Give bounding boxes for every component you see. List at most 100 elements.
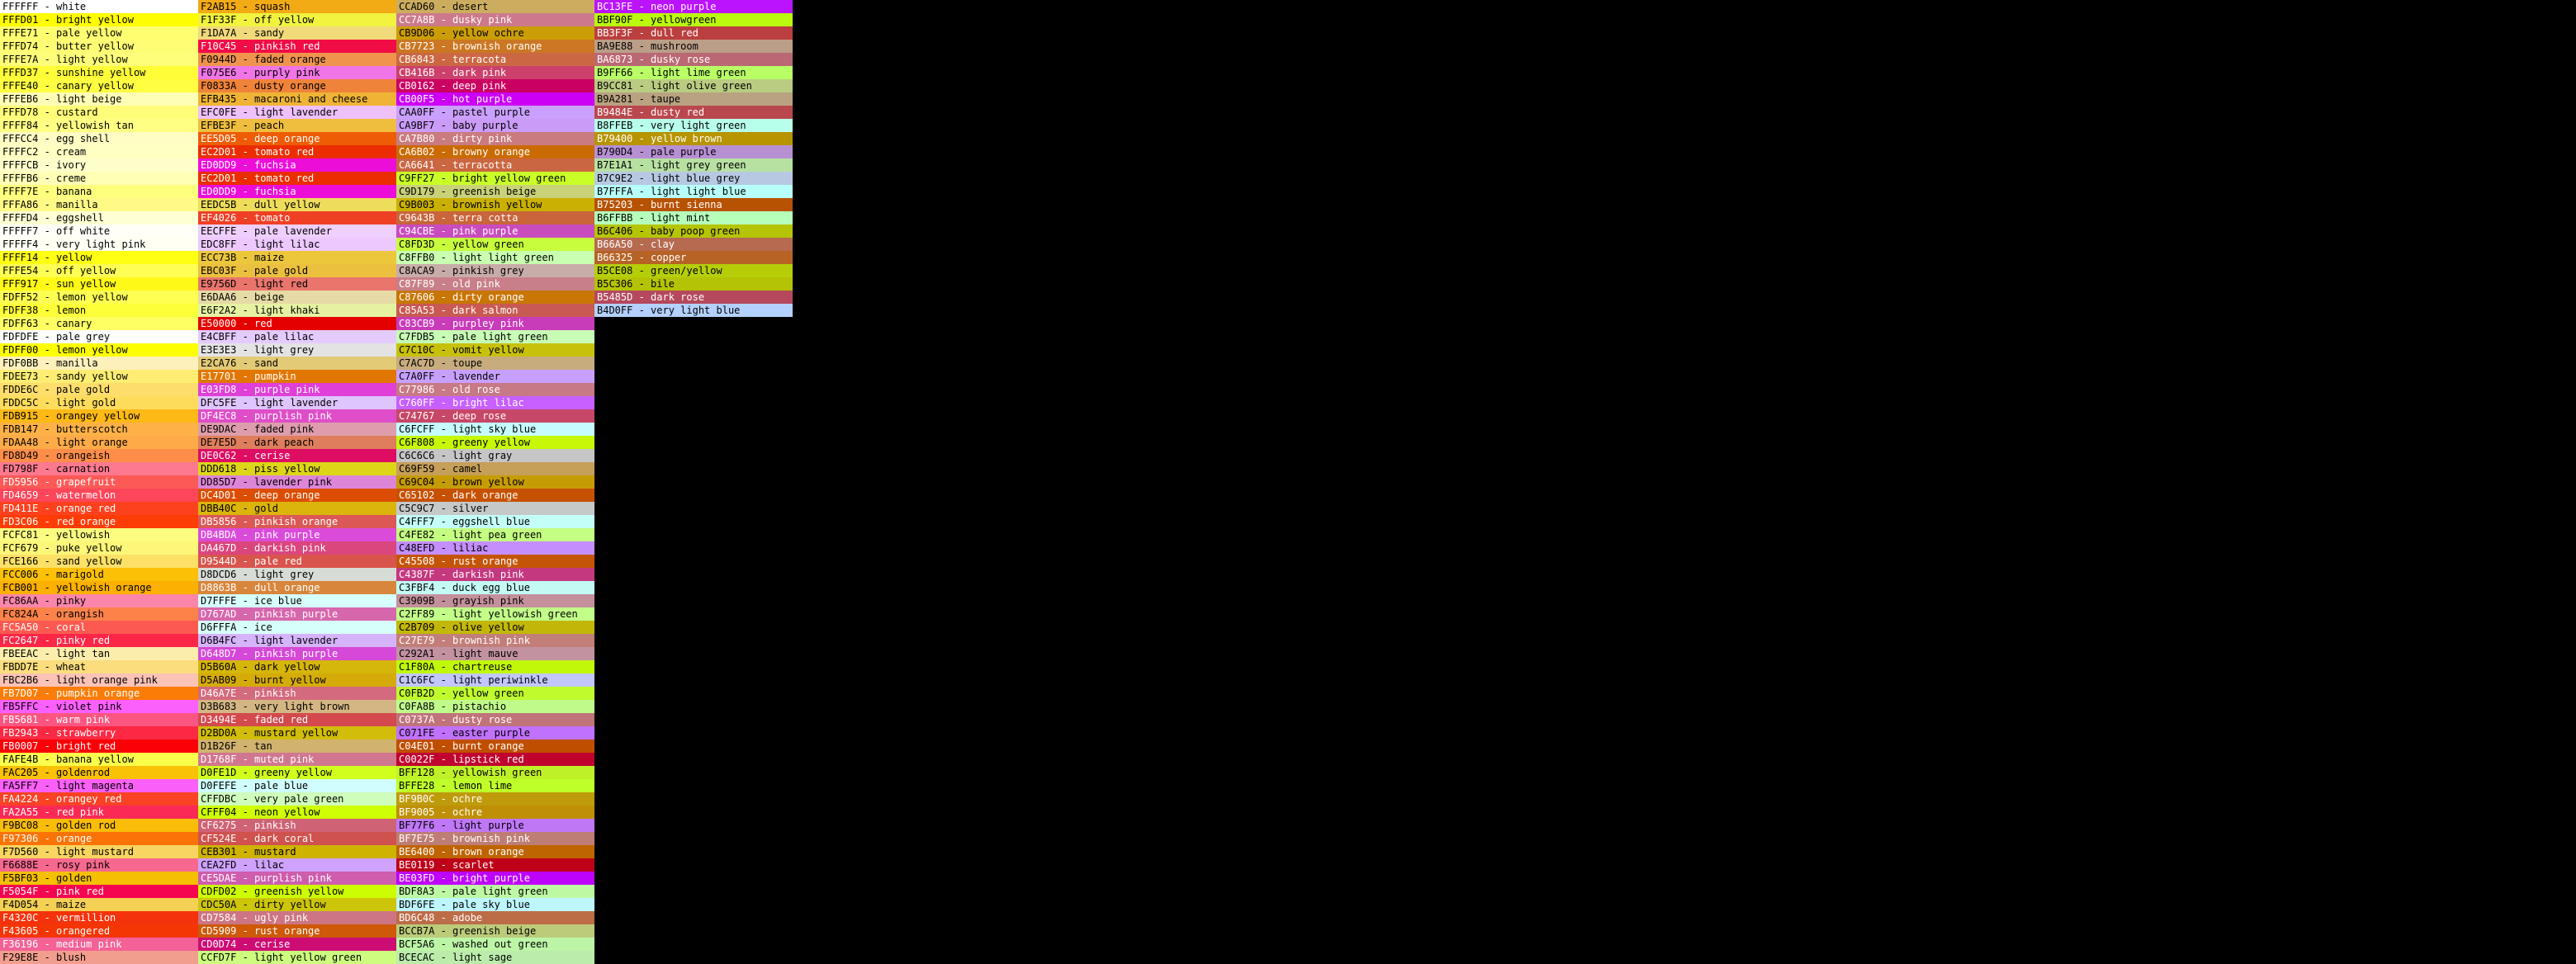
color-swatch: DE0C62 - cerise bbox=[198, 449, 396, 462]
color-swatch: FFFFCB - ivory bbox=[0, 158, 198, 172]
color-swatch: FDFF63 - canary bbox=[0, 317, 198, 330]
color-swatch: C0737A - dusty rose bbox=[396, 713, 594, 726]
color-swatch: FD3C06 - red orange bbox=[0, 515, 198, 528]
color-swatch: EDC8FF - light lilac bbox=[198, 238, 396, 251]
color-swatch: F43605 - orangered bbox=[0, 924, 198, 938]
color-swatch: B7C9E2 - light blue grey bbox=[594, 172, 793, 185]
color-swatch: F075E6 - purply pink bbox=[198, 66, 396, 79]
color-swatch: C9D179 - greenish beige bbox=[396, 185, 594, 198]
color-swatch: D5AB09 - burnt yellow bbox=[198, 673, 396, 687]
color-swatch: E6DAA6 - beige bbox=[198, 291, 396, 304]
color-swatch: E17701 - pumpkin bbox=[198, 370, 396, 383]
color-swatch: C7C10C - vomit yellow bbox=[396, 343, 594, 357]
color-swatch: BCCB7A - greenish beige bbox=[396, 924, 594, 938]
color-swatch: C6F808 - greeny yellow bbox=[396, 436, 594, 449]
color-swatch: FFFE71 - pale yellow bbox=[0, 26, 198, 40]
color-swatch: FDAA48 - light orange bbox=[0, 436, 198, 449]
color-swatch: B9A281 - taupe bbox=[594, 92, 793, 106]
color-swatch: CB7723 - brownish orange bbox=[396, 40, 594, 53]
color-swatch: EFBE3F - peach bbox=[198, 119, 396, 132]
color-swatch: F10C45 - pinkish red bbox=[198, 40, 396, 53]
color-swatch: C74767 - deep rose bbox=[396, 409, 594, 423]
color-swatch: EC2D01 - tomato red bbox=[198, 145, 396, 158]
color-swatch: FC2647 - pinky red bbox=[0, 634, 198, 647]
color-swatch: EFC0FE - light lavender bbox=[198, 106, 396, 119]
color-swatch: C4387F - darkish pink bbox=[396, 568, 594, 581]
color-swatch: FAFE4B - banana yellow bbox=[0, 753, 198, 766]
color-swatch: CA9BF7 - baby purple bbox=[396, 119, 594, 132]
color-swatch: C2B709 - olive yellow bbox=[396, 621, 594, 634]
color-swatch: DB5856 - pinkish orange bbox=[198, 515, 396, 528]
color-swatch: C292A1 - light mauve bbox=[396, 647, 594, 660]
color-swatch: CF6275 - pinkish bbox=[198, 819, 396, 832]
color-swatch: B79400 - yellow brown bbox=[594, 132, 793, 145]
color-swatch: EBC03F - pale gold bbox=[198, 264, 396, 277]
color-swatch: C9B003 - brownish yellow bbox=[396, 198, 594, 211]
color-swatch: CCFD7F - light yellow green bbox=[198, 951, 396, 964]
color-swatch: FCE166 - sand yellow bbox=[0, 555, 198, 568]
color-swatch: F9BC08 - golden rod bbox=[0, 819, 198, 832]
color-swatch: CFFDBC - very pale green bbox=[198, 792, 396, 806]
color-swatch: FFFCC4 - egg shell bbox=[0, 132, 198, 145]
color-swatch: C7A0FF - lavender bbox=[396, 370, 594, 383]
color-swatch: F2AB15 - squash bbox=[198, 0, 396, 13]
color-swatch: C69F59 - camel bbox=[396, 462, 594, 475]
color-swatch: BA9E88 - mushroom bbox=[594, 40, 793, 53]
color-swatch: C94CBE - pink purple bbox=[396, 224, 594, 238]
color-swatch: FBEEAC - light tan bbox=[0, 647, 198, 660]
color-swatch: C5C9C7 - silver bbox=[396, 502, 594, 515]
color-swatch: D46A7E - pinkish bbox=[198, 687, 396, 700]
color-swatch: C0FB2D - yellow green bbox=[396, 687, 594, 700]
color-swatch: FA2A55 - red pink bbox=[0, 806, 198, 819]
color-swatch: FA5FF7 - light magenta bbox=[0, 779, 198, 792]
color-swatch: D767AD - pinkish purple bbox=[198, 607, 396, 621]
color-swatch: DE7E5D - dark peach bbox=[198, 436, 396, 449]
color-swatch: C4FFF7 - eggshell blue bbox=[396, 515, 594, 528]
color-swatch: FC86AA - pinky bbox=[0, 594, 198, 607]
color-swatch: BBF90F - yellowgreen bbox=[594, 13, 793, 26]
color-swatch: E2CA76 - sand bbox=[198, 357, 396, 370]
color-swatch: C87606 - dirty orange bbox=[396, 291, 594, 304]
color-swatch: DA467D - darkish pink bbox=[198, 541, 396, 555]
color-swatch: D9544D - pale red bbox=[198, 555, 396, 568]
color-swatch: C1C6FC - light periwinkle bbox=[396, 673, 594, 687]
color-swatch: F5054F - pink red bbox=[0, 885, 198, 898]
color-swatch: C7FDB5 - pale light green bbox=[396, 330, 594, 343]
color-swatch: FD798F - carnation bbox=[0, 462, 198, 475]
color-swatch: B66A50 - clay bbox=[594, 238, 793, 251]
color-swatch: EFB435 - macaroni and cheese bbox=[198, 92, 396, 106]
color-swatch: FB5FFC - violet pink bbox=[0, 700, 198, 713]
color-swatch: CA7B80 - dirty pink bbox=[396, 132, 594, 145]
color-swatch: B7E1A1 - light grey green bbox=[594, 158, 793, 172]
color-swatch: CC7A8B - dusky pink bbox=[396, 13, 594, 26]
color-swatch: FBDD7E - wheat bbox=[0, 660, 198, 673]
color-swatch: EECFFE - pale lavender bbox=[198, 224, 396, 238]
color-swatch: C83CB9 - purpley pink bbox=[396, 317, 594, 330]
color-swatch: FCB001 - yellowish orange bbox=[0, 581, 198, 594]
color-swatch: F5BF03 - golden bbox=[0, 872, 198, 885]
color-swatch: FFFFF4 - very light pink bbox=[0, 238, 198, 251]
color-swatch: BCF5A6 - washed out green bbox=[396, 938, 594, 951]
color-swatch: CEA2FD - lilac bbox=[198, 858, 396, 872]
color-swatch: C48EFD - liliac bbox=[396, 541, 594, 555]
color-swatch: D6B4FC - light lavender bbox=[198, 634, 396, 647]
color-swatch: FDFF52 - lemon yellow bbox=[0, 291, 198, 304]
color-swatch: CFFF04 - neon yellow bbox=[198, 806, 396, 819]
color-swatch: FFFF84 - yellowish tan bbox=[0, 119, 198, 132]
color-swatch: FCFC81 - yellowish bbox=[0, 528, 198, 541]
color-swatch: C04E01 - burnt orange bbox=[396, 740, 594, 753]
color-swatch: C87F89 - old pink bbox=[396, 277, 594, 291]
color-swatch: CB6843 - terracota bbox=[396, 53, 594, 66]
color-swatch: FC824A - orangish bbox=[0, 607, 198, 621]
color-swatch: FFFD37 - sunshine yellow bbox=[0, 66, 198, 79]
color-swatch: F1F33F - off yellow bbox=[198, 13, 396, 26]
color-swatch: CDFD02 - greenish yellow bbox=[198, 885, 396, 898]
color-swatch: DFC5FE - light lavender bbox=[198, 396, 396, 409]
color-swatch: B5CE08 - green/yellow bbox=[594, 264, 793, 277]
color-swatch: B6C406 - baby poop green bbox=[594, 224, 793, 238]
color-swatch: BF9B0C - ochre bbox=[396, 792, 594, 806]
color-swatch: DF4EC8 - purplish pink bbox=[198, 409, 396, 423]
color-swatch: C9643B - terra cotta bbox=[396, 211, 594, 224]
color-swatch: FFF917 - sun yellow bbox=[0, 277, 198, 291]
color-swatch: F4D054 - maize bbox=[0, 898, 198, 911]
